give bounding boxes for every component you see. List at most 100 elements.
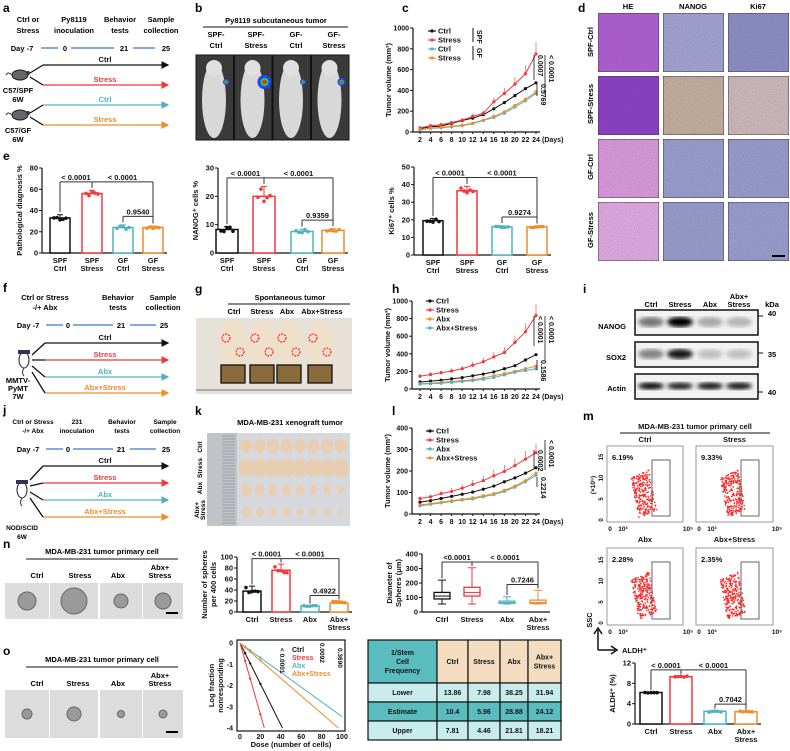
replicate-point xyxy=(253,589,257,593)
event-dot xyxy=(728,490,731,493)
column-label: Ctrl xyxy=(228,307,241,316)
replicate-point xyxy=(118,224,122,229)
x-category-label: Ctrl xyxy=(496,266,509,275)
bar xyxy=(734,711,758,725)
y-tick-label: 600 xyxy=(397,67,409,74)
tumor xyxy=(319,459,335,477)
data-point xyxy=(502,100,506,105)
event-dot xyxy=(646,505,649,507)
event-dot xyxy=(732,509,735,512)
p-value-label: 0.7042 xyxy=(719,695,742,704)
legend-label: Ctrl xyxy=(438,45,451,54)
event-dot xyxy=(727,580,729,583)
event-dot xyxy=(730,509,733,512)
legend-marker xyxy=(430,29,434,33)
data-point xyxy=(471,363,475,367)
event-dot xyxy=(723,581,726,584)
data-point xyxy=(534,52,538,56)
data-point xyxy=(428,502,433,506)
event-dot xyxy=(635,594,637,597)
event-dot xyxy=(647,509,650,511)
column-label: Stress xyxy=(149,571,172,580)
event-dot xyxy=(637,501,639,504)
x-tick-label: 24 xyxy=(532,394,540,401)
event-dot xyxy=(646,482,649,484)
event-dot xyxy=(634,584,637,587)
event-dot xyxy=(647,491,649,493)
panel-k-photo: MDA-MB-231 xenograft tumor Ctrl Stress A… xyxy=(194,418,350,526)
x-category-label: Ctrl xyxy=(296,264,309,273)
protein-band xyxy=(638,382,664,390)
data-point xyxy=(502,91,506,96)
flow-panel-label: Abx+Stress xyxy=(714,535,755,544)
event-dot xyxy=(644,613,647,616)
panel-label-k: k xyxy=(195,404,202,418)
event-dot xyxy=(641,485,643,488)
tumor xyxy=(282,484,291,496)
x-tick-label: 10⁵ xyxy=(772,526,782,533)
event-dot xyxy=(738,488,741,491)
bar xyxy=(81,192,103,254)
x-tick-label: 10⁵ xyxy=(683,629,693,636)
column-label: Stress xyxy=(245,41,268,50)
event-dot xyxy=(639,476,642,479)
event-dot xyxy=(650,587,652,589)
data-point xyxy=(450,121,454,125)
y-axis-label: Tumor volume (mm³) xyxy=(384,42,393,117)
event-dot xyxy=(732,492,735,494)
event-dot xyxy=(736,595,738,598)
event-dot xyxy=(738,506,740,509)
bar xyxy=(456,190,478,256)
replicate-point xyxy=(265,195,269,200)
y-tick-label: -3 xyxy=(227,704,233,711)
event-dot xyxy=(645,588,648,591)
column-label: Ctrl xyxy=(31,679,44,688)
row-label: SPF-Stress xyxy=(586,84,595,124)
x-category-label: Ctrl xyxy=(645,727,658,736)
lane-label: Stress xyxy=(669,300,692,309)
y-tick-label: 20 xyxy=(402,215,410,224)
event-dot xyxy=(725,582,728,585)
event-dot xyxy=(734,597,737,600)
replicate-point xyxy=(311,603,315,608)
event-dot xyxy=(728,510,731,513)
data-point xyxy=(450,369,454,373)
x-tick-label: 2 xyxy=(418,137,422,144)
y-tick-label: 200 xyxy=(405,579,418,588)
y-tick-label: 60 xyxy=(30,185,38,194)
y-tick-label: 800 xyxy=(397,46,409,53)
panel-label-n: n xyxy=(3,537,10,551)
event-dot xyxy=(729,482,731,485)
replicate-point xyxy=(294,229,298,233)
column-label: Stress xyxy=(69,571,92,580)
bar xyxy=(142,226,164,254)
replicate-point xyxy=(231,229,235,234)
series-line-ctrl xyxy=(419,354,537,383)
flow-plot: Abx+Stress 2.35% 0 10³ 10⁵ xyxy=(695,535,782,636)
event-dot xyxy=(646,513,649,515)
event-dot xyxy=(644,511,646,513)
legend-marker xyxy=(428,317,432,321)
data-point xyxy=(243,646,247,649)
x-category-label: Ctrl xyxy=(221,264,234,273)
event-dot xyxy=(634,488,637,491)
event-dot xyxy=(732,499,735,501)
x-tick-label: 4 xyxy=(429,137,433,144)
replicate-point xyxy=(90,189,94,194)
event-dot xyxy=(734,595,737,597)
data-point xyxy=(259,659,262,662)
event-dot xyxy=(731,596,733,599)
p-value-label: < 0.0001 xyxy=(252,550,281,559)
event-dot xyxy=(735,494,738,497)
tumor xyxy=(332,459,349,477)
replicate-point xyxy=(465,190,469,195)
timeline-day: 25 xyxy=(162,445,170,454)
timeline-day: 25 xyxy=(160,321,168,330)
x-category-label: GF xyxy=(497,258,508,267)
arm-label: Abx+Stress xyxy=(84,507,125,516)
bar xyxy=(329,602,349,613)
y-tick-label: 12 xyxy=(623,659,631,668)
column-label: Stress xyxy=(323,41,346,50)
y-axis-label: nonresponding xyxy=(216,658,225,713)
event-dot xyxy=(648,497,650,499)
